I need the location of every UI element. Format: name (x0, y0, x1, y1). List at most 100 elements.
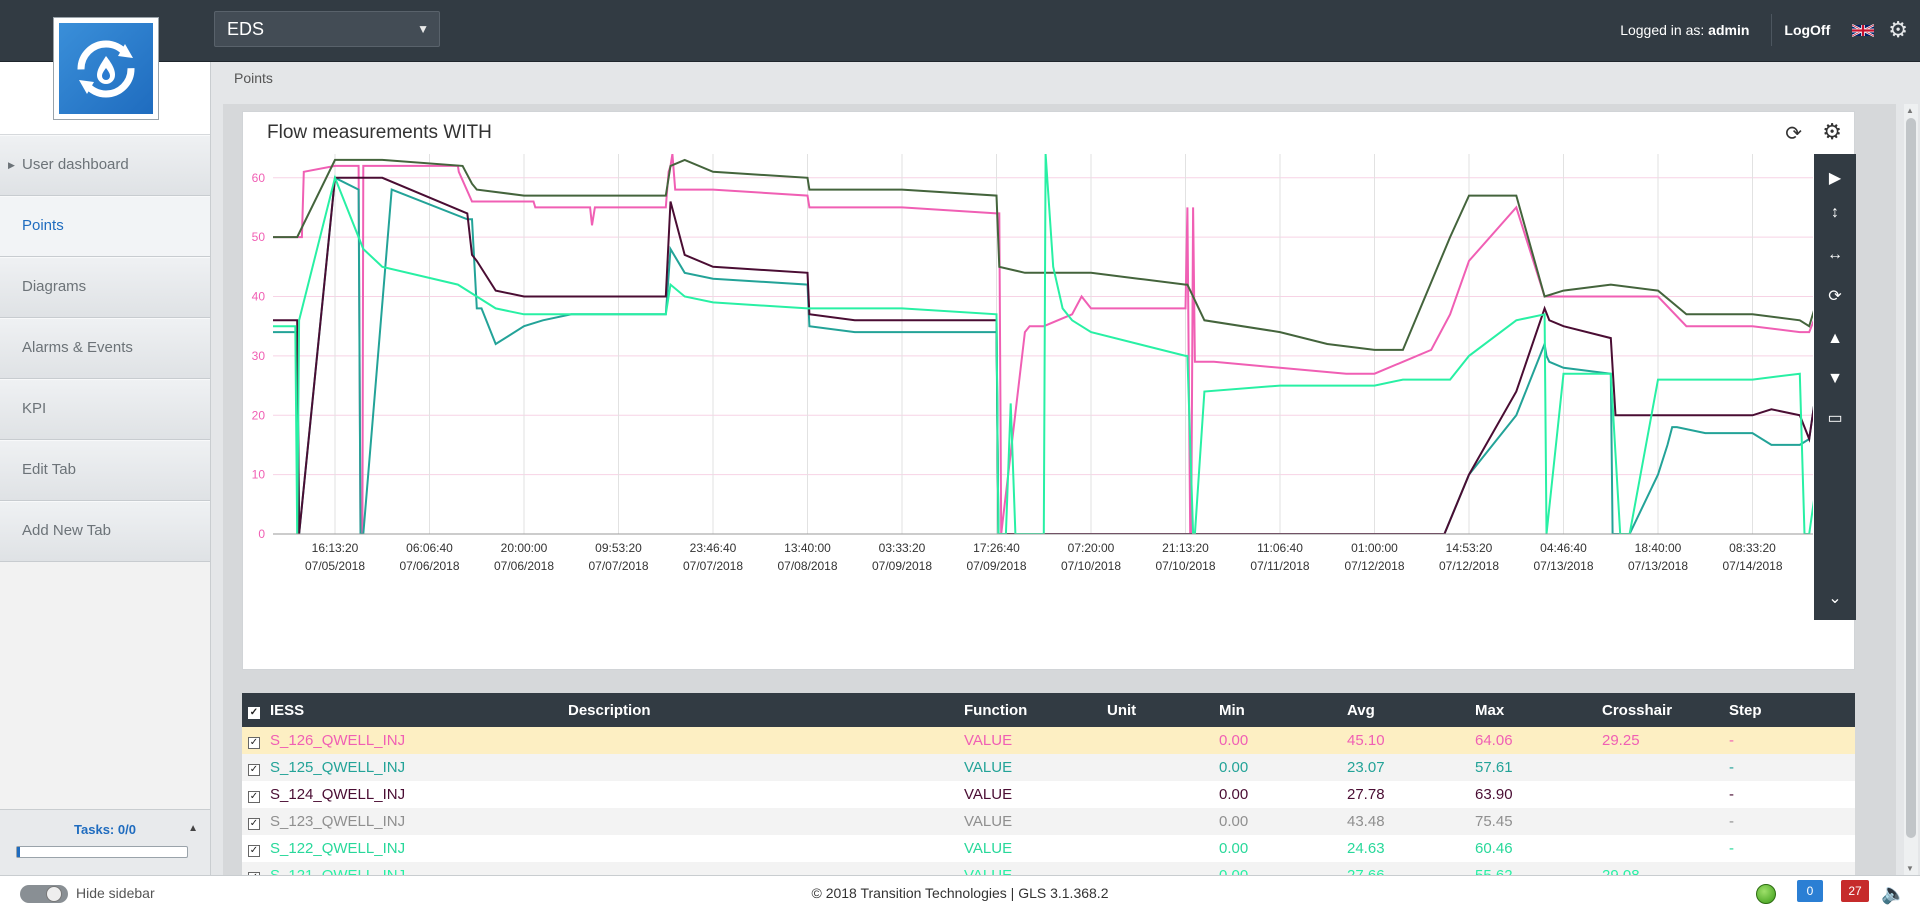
logoff-link[interactable]: LogOff (1784, 22, 1831, 38)
sidebar-item-label: Diagrams (22, 278, 87, 295)
col-header-step[interactable]: Step (1723, 693, 1855, 727)
sidebar-item-label: Alarms & Events (22, 339, 133, 356)
vertical-resize-icon[interactable]: ↕ (1831, 204, 1839, 221)
unit-cell (1101, 835, 1213, 862)
scrollbar-thumb[interactable] (1906, 118, 1916, 838)
col-header-avg[interactable]: Avg (1341, 693, 1469, 727)
settings-gear-icon[interactable]: ⚙ (1888, 17, 1908, 42)
app-logo[interactable] (53, 17, 159, 120)
x-tick-label-time: 01:00:00 (1351, 541, 1398, 555)
x-tick-label-time: 20:00:00 (501, 541, 548, 555)
y-tick-label: 20 (252, 408, 266, 422)
max-cell: 64.06 (1469, 727, 1596, 754)
uk-flag-icon[interactable] (1852, 23, 1875, 38)
horizontal-resize-icon[interactable]: ↔ (1827, 246, 1843, 263)
logged-in-text: Logged in as: admin (1620, 22, 1749, 38)
function-cell: VALUE (958, 754, 1101, 781)
alarms-badge[interactable]: 27 (1841, 880, 1869, 902)
tasks-label[interactable]: Tasks: 0/0 (74, 822, 136, 837)
chart-card: Flow measurements WITH ⟳ ⚙ 0 10 20 30 40 50 60… (242, 111, 1855, 670)
chevron-down-icon[interactable]: ⌄ (1828, 590, 1842, 607)
col-header-function[interactable]: Function (958, 693, 1101, 727)
y-tick-label: 10 (252, 468, 266, 482)
step-cell: - (1723, 835, 1855, 862)
messages-badge[interactable]: 0 (1797, 880, 1823, 902)
line-chart[interactable]: 0 10 20 30 40 50 60 16:13:20 07/05/2018 06:06:40 0… (243, 154, 1817, 670)
sidebar-item-kpi[interactable]: KPI (0, 379, 210, 440)
top-bar: EDS ▼ Logged in as: admin LogOff ⚙ (0, 0, 1920, 62)
row-checkbox[interactable]: ✓ (248, 818, 260, 830)
hide-sidebar-label[interactable]: Hide sidebar (76, 885, 155, 901)
trash-icon[interactable]: ▭ (1827, 410, 1843, 427)
function-cell: VALUE (958, 862, 1101, 875)
sidebar-item-add-new-tab[interactable]: Add New Tab (0, 501, 210, 562)
select-all-checkbox[interactable]: ✓ (248, 706, 260, 719)
y-tick-label: 60 (252, 171, 266, 185)
x-tick-label-time: 11:06:40 (1257, 541, 1303, 555)
connection-status-icon[interactable] (1756, 884, 1776, 904)
iess-cell: S_126_QWELL_INJ (264, 727, 562, 754)
crosshair-cell: 29.25 (1596, 727, 1723, 754)
sidebar-item-edit-tab[interactable]: Edit Tab (0, 440, 210, 501)
scroll-down-icon[interactable]: ▼ (1906, 864, 1914, 873)
row-checkbox[interactable]: ✓ (248, 764, 260, 776)
row-checkbox[interactable]: ✓ (248, 791, 260, 803)
col-header-max[interactable]: Max (1469, 693, 1596, 727)
x-tick-label-time: 06:06:40 (406, 541, 453, 555)
unit-cell (1101, 781, 1213, 808)
x-tick-label-time: 04:46:40 (1540, 541, 1587, 555)
col-header-unit[interactable]: Unit (1101, 693, 1213, 727)
x-tick-label-date: 07/08/2018 (777, 559, 837, 573)
series-line (273, 154, 1813, 534)
caret-up-icon[interactable]: ▲ (188, 823, 198, 834)
app-select-value: EDS (227, 19, 265, 39)
sidebar-item-alarms-events[interactable]: Alarms & Events (0, 318, 210, 379)
row-checkbox[interactable]: ✓ (248, 872, 260, 875)
row-checkbox[interactable]: ✓ (248, 845, 260, 857)
table-row[interactable]: ✓ S_123_QWELL_INJ VALUE 0.00 43.48 75.45 - (242, 808, 1855, 835)
col-header-min[interactable]: Min (1213, 693, 1341, 727)
iess-cell: S_121_QWELL_INJ (264, 862, 562, 875)
speaker-icon[interactable]: 🔈 (1881, 883, 1906, 905)
col-header-description[interactable]: Description (562, 693, 958, 727)
sidebar-item-diagrams[interactable]: Diagrams (0, 257, 210, 318)
download-icon[interactable]: ▼ (1827, 370, 1843, 387)
divider (1771, 14, 1773, 46)
step-cell (1723, 862, 1855, 875)
sidebar-item-label: Add New Tab (22, 522, 111, 539)
refresh-zoom-icon[interactable]: ⟳ (1828, 288, 1842, 305)
table-row[interactable]: ✓ S_122_QWELL_INJ VALUE 0.00 24.63 60.46 - (242, 835, 1855, 862)
series-line (273, 154, 1813, 534)
refresh-icon[interactable]: ⟳ (1785, 123, 1802, 145)
tasks-progress-bar (16, 846, 188, 858)
x-tick-label-date: 07/07/2018 (588, 559, 648, 573)
select-checkbox-cell: ✓ (242, 835, 264, 862)
y-tick-label: 50 (252, 230, 266, 244)
upload-icon[interactable]: ▲ (1827, 330, 1843, 347)
play-icon[interactable]: ▶ (1828, 170, 1842, 187)
sidebar-item-points[interactable]: Points (0, 196, 210, 257)
select-checkbox-cell: ✓ (242, 862, 264, 875)
table-row[interactable]: ✓ S_126_QWELL_INJ VALUE 0.00 45.10 64.06 29.25… (242, 727, 1855, 754)
series-line (273, 176, 1813, 534)
table-row[interactable]: ✓ S_125_QWELL_INJ VALUE 0.00 23.07 57.61 - (242, 754, 1855, 781)
hide-sidebar-toggle[interactable] (20, 885, 68, 903)
page-scrollbar[interactable]: ▲ ▼ (1904, 104, 1918, 875)
col-header-crosshair[interactable]: Crosshair (1596, 693, 1723, 727)
x-tick-label-time: 18:40:00 (1635, 541, 1682, 555)
scroll-up-icon[interactable]: ▲ (1906, 106, 1914, 115)
x-tick-label-date: 07/13/2018 (1533, 559, 1593, 573)
x-tick-label-time: 07:20:00 (1068, 541, 1115, 555)
app-select-dropdown[interactable]: EDS ▼ (214, 11, 440, 47)
copyright-text: © 2018 Transition Technologies | GLS 3.1… (811, 885, 1109, 901)
chart-settings-gear-icon[interactable]: ⚙ (1822, 119, 1842, 144)
sidebar-item-user-dashboard[interactable]: ▶ User dashboard (0, 135, 210, 196)
col-header-iess[interactable]: IESS (264, 693, 562, 727)
row-checkbox[interactable]: ✓ (248, 737, 260, 749)
function-cell: VALUE (958, 781, 1101, 808)
avg-cell: 43.48 (1341, 808, 1469, 835)
toggle-knob (46, 886, 62, 902)
table-row[interactable]: ✓ S_124_QWELL_INJ VALUE 0.00 27.78 63.90 - (242, 781, 1855, 808)
max-cell: 60.46 (1469, 835, 1596, 862)
